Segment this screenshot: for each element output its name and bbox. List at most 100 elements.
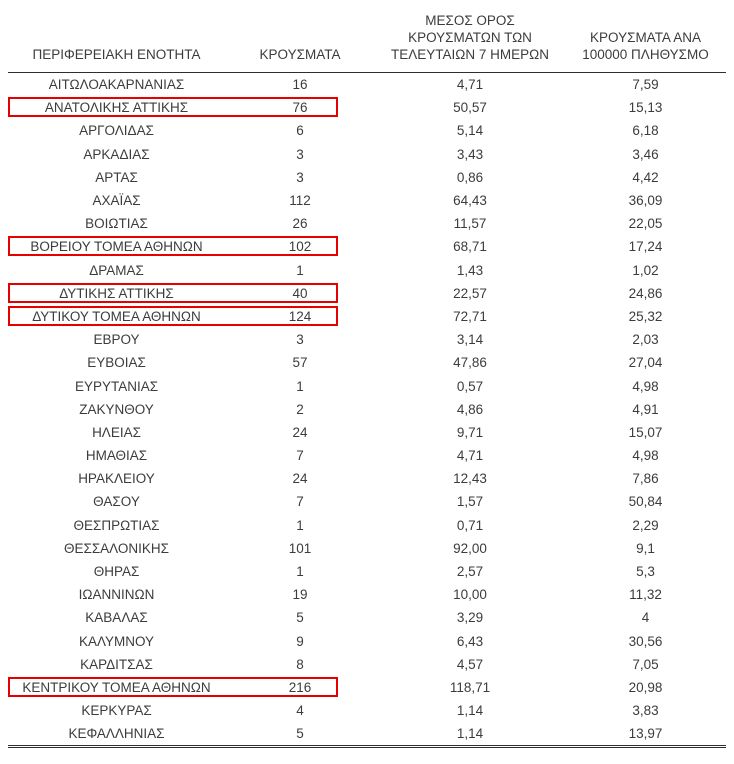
- cases-cell: 2: [296, 401, 304, 417]
- avg7-cell: 1,14: [456, 726, 484, 742]
- avg7-cell: 64,43: [453, 193, 487, 209]
- region-cell: ΔΡΑΜΑΣ: [8, 259, 225, 282]
- cases-cell: 3: [296, 332, 304, 348]
- avg7-cell: 4,71: [456, 77, 484, 93]
- col-header-per100k: ΚΡΟΥΣΜΑΤΑ ΑΝΑ 100000 ΠΛΗΘΥΣΜΟ: [565, 8, 726, 73]
- cases-cell: 24: [292, 471, 308, 487]
- region-label: ΗΜΑΘΙΑΣ: [85, 448, 148, 464]
- avg7-cell: 118,71: [449, 679, 491, 695]
- region-label: ΕΥΡΥΤΑΝΙΑΣ: [74, 378, 159, 394]
- table-row: ΑΡΚΑΔΙΑΣ 3 3,43 3,46: [8, 143, 726, 166]
- cases-cell: 112: [289, 193, 311, 209]
- region-cell: ΑΡΓΟΛΙΔΑΣ: [8, 119, 225, 142]
- region-label: ΘΗΡΑΣ: [93, 564, 140, 580]
- table-row: ΗΡΑΚΛΕΙΟΥ 24 12,43 7,86: [8, 467, 726, 490]
- avg7-cell: 10,00: [453, 587, 487, 603]
- region-cell: ΗΜΑΘΙΑΣ: [8, 444, 225, 467]
- region-label: ΑΡΓΟΛΙΔΑΣ: [79, 123, 154, 139]
- cases-cell: 6: [296, 123, 304, 139]
- cases-cell: 7: [296, 494, 304, 510]
- cases-cell: 7: [296, 448, 304, 464]
- avg7-cell: 11,57: [453, 216, 487, 232]
- per100k-cell: 15,13: [628, 100, 663, 116]
- per100k-cell: 4,98: [632, 378, 659, 394]
- region-label: ΔΥΤΙΚΗΣ ΑΤΤΙΚΗΣ: [59, 285, 174, 301]
- region-cell: ΕΒΡΟΥ: [8, 328, 225, 351]
- region-cell: ΘΗΡΑΣ: [8, 560, 225, 583]
- table-row: ΗΜΑΘΙΑΣ 7 4,71 4,98: [8, 444, 726, 467]
- region-cell: ΑΡΤΑΣ: [8, 166, 225, 189]
- avg7-cell: 3,14: [456, 332, 484, 348]
- region-cell: ΚΑΒΑΛΑΣ: [8, 606, 225, 629]
- avg7-cell: 1,43: [456, 262, 484, 278]
- per100k-cell: 1,02: [632, 262, 659, 278]
- per100k-cell: 17,24: [628, 239, 663, 255]
- avg7-cell: 68,71: [453, 239, 487, 255]
- region-cell: ΖΑΚΥΝΘΟΥ: [8, 398, 225, 421]
- cases-cell: 5: [296, 610, 304, 626]
- avg7-cell: 0,86: [456, 169, 484, 185]
- region-cell: ΑΙΤΩΛΟΑΚΑΡΝΑΝΙΑΣ: [8, 73, 225, 97]
- cases-cell: 19: [292, 587, 308, 603]
- per100k-cell: 7,05: [632, 656, 659, 672]
- avg7-cell: 92,00: [453, 540, 487, 556]
- col-header-cases-label: ΚΡΟΥΣΜΑΤΑ: [259, 47, 341, 62]
- region-cell: ΚΕΝΤΡΙΚΟΥ ΤΟΜΕΑ ΑΘΗΝΩΝ: [8, 676, 338, 699]
- cases-cell: 101: [288, 540, 312, 556]
- avg7-cell: 4,71: [456, 448, 484, 464]
- table-row: ΑΙΤΩΛΟΑΚΑΡΝΑΝΙΑΣ 16 4,71 7,59: [8, 73, 726, 97]
- table-row: ΒΟΡΕΙΟΥ ΤΟΜΕΑ ΑΘΗΝΩΝ 102 68,71 17,24: [8, 235, 726, 258]
- region-cell: ΘΕΣΣΑΛΟΝΙΚΗΣ: [8, 537, 225, 560]
- table-row: ΘΕΣΣΑΛΟΝΙΚΗΣ 101 92,00 9,1: [8, 537, 726, 560]
- table-row: ΕΒΡΟΥ 3 3,14 2,03: [8, 328, 726, 351]
- avg7-cell: 0,71: [456, 517, 484, 533]
- per100k-cell: 2,03: [632, 332, 659, 348]
- cases-cell: 3: [296, 146, 304, 162]
- region-label: ΑΧΑΪΑΣ: [92, 193, 141, 209]
- avg7-cell: 1,14: [456, 703, 484, 719]
- avg7-cell: 3,29: [456, 610, 484, 626]
- per100k-cell: 30,56: [628, 633, 663, 649]
- cases-cell: 1: [296, 378, 304, 394]
- region-cell: ΗΡΑΚΛΕΙΟΥ: [8, 467, 225, 490]
- table-row: ΔΡΑΜΑΣ 1 1,43 1,02: [8, 259, 726, 282]
- region-label: ΕΥΒΟΙΑΣ: [87, 355, 146, 371]
- region-cell: ΚΑΛΥΜΝΟΥ: [8, 630, 225, 653]
- region-label: ΕΒΡΟΥ: [93, 332, 140, 348]
- cases-cell: 1: [296, 262, 304, 278]
- region-cell: ΔΥΤΙΚΟΥ ΤΟΜΕΑ ΑΘΗΝΩΝ: [8, 305, 338, 328]
- col-header-avg7-line1: ΜΕΣΟΣ ΟΡΟΣ: [425, 13, 515, 28]
- table-row: ΚΑΒΑΛΑΣ 5 3,29 4: [8, 606, 726, 629]
- per100k-cell: 9,1: [636, 540, 655, 556]
- cases-cell: 26: [292, 216, 308, 232]
- table-row: ΑΝΑΤΟΛΙΚΗΣ ΑΤΤΙΚΗΣ 76 50,57 15,13: [8, 96, 726, 119]
- cases-cell: 24: [292, 424, 308, 440]
- table-row: ΚΕΦΑΛΛΗΝΙΑΣ 5 1,14 13,97: [8, 722, 726, 747]
- per100k-cell: 4: [641, 610, 650, 626]
- region-cell: ΑΝΑΤΟΛΙΚΗΣ ΑΤΤΙΚΗΣ: [8, 96, 338, 119]
- regional-cases-table: ΠΕΡΙΦΕΡΕΙΑΚΗ ΕΝΟΤΗΤΑ ΚΡΟΥΣΜΑΤΑ ΜΕΣΟΣ ΟΡΟ…: [8, 8, 726, 749]
- per100k-cell: 4,91: [632, 401, 659, 417]
- table-row: ΚΕΡΚΥΡΑΣ 4 1,14 3,83: [8, 699, 726, 722]
- table-row: ΘΕΣΠΡΩΤΙΑΣ 1 0,71 2,29: [8, 514, 726, 537]
- table-row: ΒΟΙΩΤΙΑΣ 26 11,57 22,05: [8, 212, 726, 235]
- avg7-cell: 3,43: [456, 146, 484, 162]
- cases-cell: 102: [288, 239, 312, 255]
- region-cell: ΒΟΡΕΙΟΥ ΤΟΜΕΑ ΑΘΗΝΩΝ: [8, 235, 338, 258]
- avg7-cell: 50,57: [453, 100, 487, 116]
- avg7-cell: 5,14: [456, 123, 484, 139]
- avg7-cell: 22,57: [453, 285, 487, 301]
- region-label: ΒΟΙΩΤΙΑΣ: [85, 216, 148, 232]
- cases-cell: 216: [288, 679, 312, 695]
- cases-cell: 5: [296, 726, 304, 742]
- col-header-region-label: ΠΕΡΙΦΕΡΕΙΑΚΗ ΕΝΟΤΗΤΑ: [32, 47, 201, 62]
- region-label: ΚΑΛΥΜΝΟΥ: [78, 633, 155, 649]
- table-row: ΙΩΑΝΝΙΝΩΝ 19 10,00 11,32: [8, 583, 726, 606]
- cases-cell: 9: [296, 633, 304, 649]
- per100k-cell: 27,04: [628, 355, 663, 371]
- per100k-cell: 15,07: [628, 424, 663, 440]
- region-label: ΑΡΤΑΣ: [95, 169, 138, 185]
- region-cell: ΚΑΡΔΙΤΣΑΣ: [8, 653, 225, 676]
- per100k-cell: 20,98: [628, 679, 663, 695]
- table-row: ΕΥΡΥΤΑΝΙΑΣ 1 0,57 4,98: [8, 374, 726, 397]
